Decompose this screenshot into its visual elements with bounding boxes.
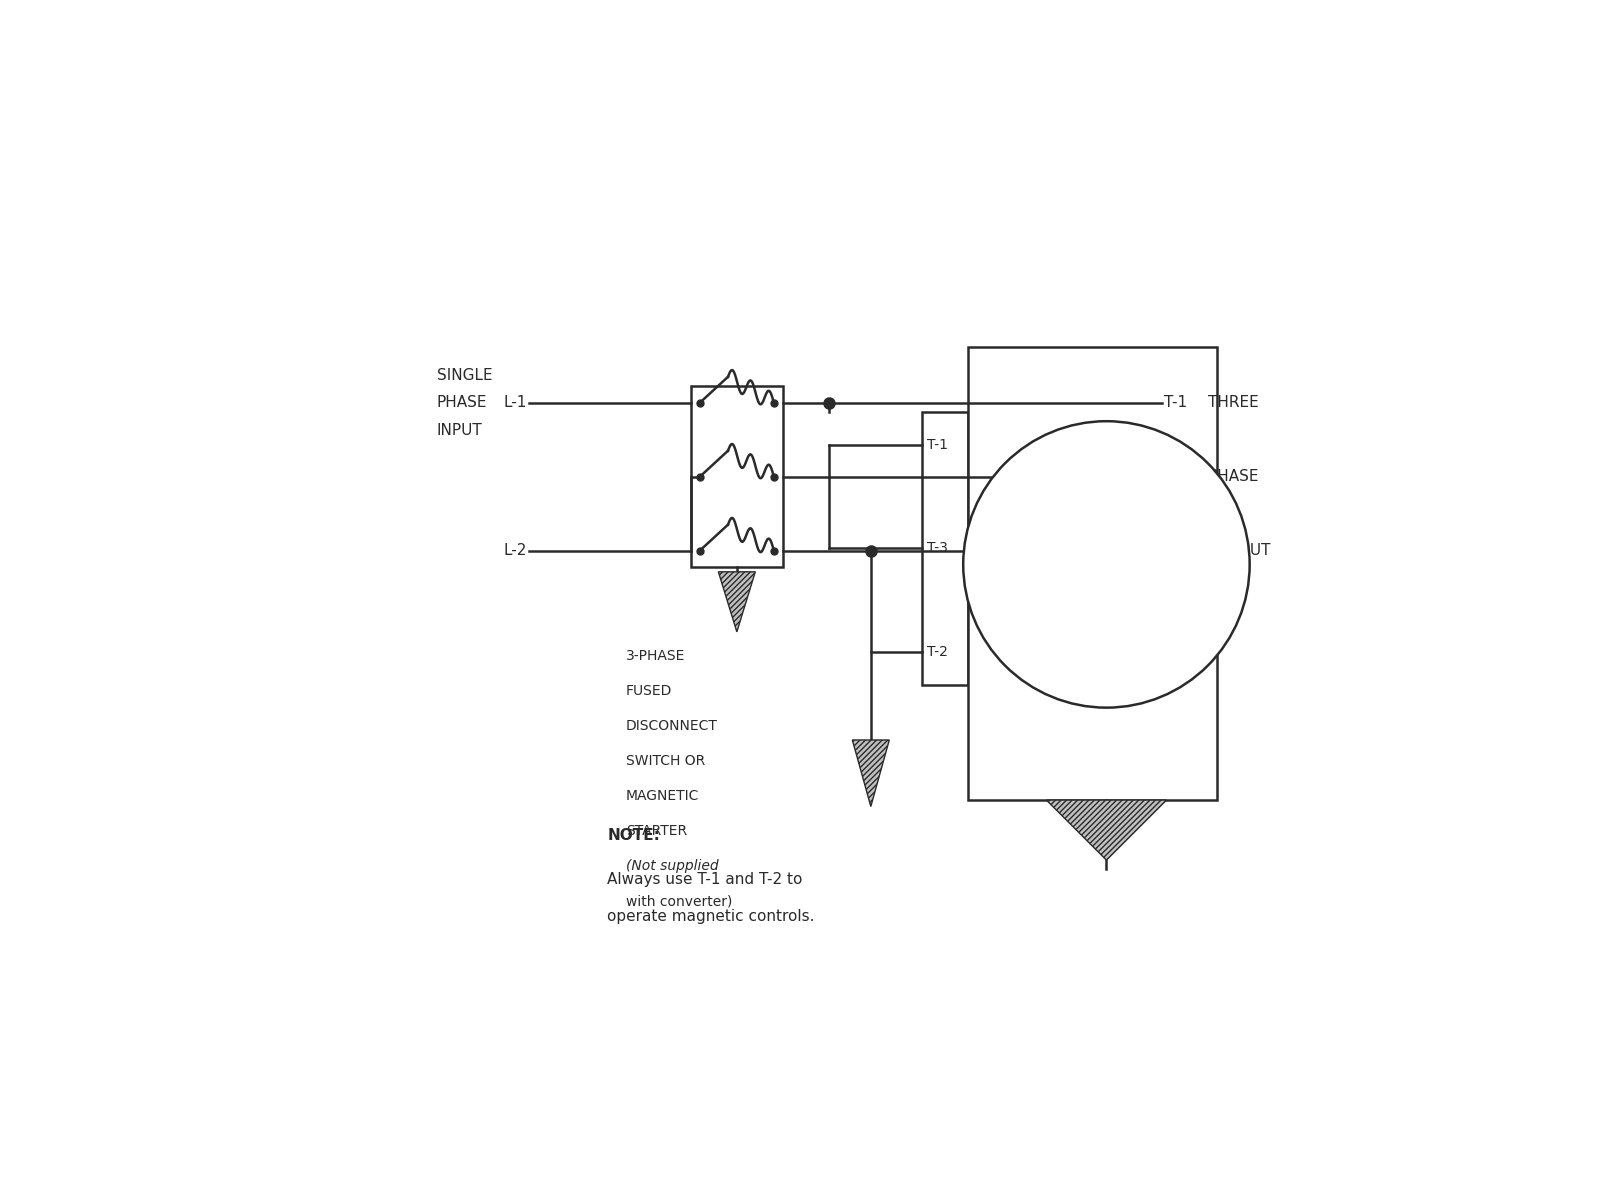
Text: DISCONNECT: DISCONNECT <box>626 719 718 733</box>
Text: INPUT: INPUT <box>437 422 482 438</box>
Text: SWITCH OR: SWITCH OR <box>626 754 706 768</box>
Bar <box>922 412 968 684</box>
Circle shape <box>963 421 1250 708</box>
Text: (Not supplied: (Not supplied <box>626 859 718 874</box>
Text: operate magnetic controls.: operate magnetic controls. <box>608 910 814 924</box>
Text: NOTE:: NOTE: <box>608 828 661 842</box>
Text: STARTER: STARTER <box>626 824 686 838</box>
Text: Always use T-1 and T-2 to: Always use T-1 and T-2 to <box>608 872 803 887</box>
Text: L-1: L-1 <box>504 395 526 410</box>
Polygon shape <box>853 740 890 806</box>
Text: CONVERTER: CONVERTER <box>1056 578 1157 596</box>
Text: PHASE: PHASE <box>1208 469 1259 484</box>
Text: 3-PHASE: 3-PHASE <box>626 648 685 662</box>
Text: ROTARY: ROTARY <box>1074 533 1139 551</box>
Bar <box>968 347 1218 800</box>
Text: T-3: T-3 <box>1163 469 1187 484</box>
Text: T-1: T-1 <box>1163 395 1187 410</box>
Text: L-2: L-2 <box>504 544 526 558</box>
Text: THREE: THREE <box>1208 395 1259 410</box>
Text: T-1: T-1 <box>926 438 949 451</box>
Text: FUSED: FUSED <box>626 684 672 697</box>
Text: PHASE: PHASE <box>437 395 486 410</box>
Text: with converter): with converter) <box>626 894 733 908</box>
Text: MAGNETIC: MAGNETIC <box>626 788 699 803</box>
Text: T-2: T-2 <box>926 644 949 659</box>
Bar <box>691 386 782 568</box>
Polygon shape <box>718 572 755 632</box>
Text: OUTPUT: OUTPUT <box>1208 544 1270 558</box>
Text: SINGLE: SINGLE <box>437 367 493 383</box>
Text: T-2: T-2 <box>1163 544 1187 558</box>
Text: T-3: T-3 <box>926 541 949 556</box>
Polygon shape <box>1046 800 1166 860</box>
